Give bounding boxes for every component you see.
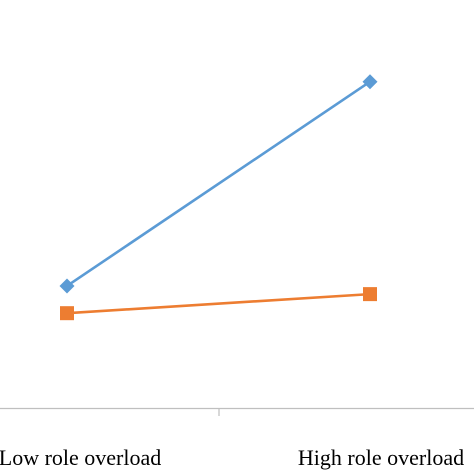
series-2-point-2: [363, 287, 377, 302]
series-1-point-2: [362, 74, 378, 90]
series-line-1: [66, 80, 371, 288]
tick-label-layer: Low role overload High role overload: [0, 445, 464, 470]
series-2-point-1: [60, 306, 74, 321]
series-line-2: [66, 292, 371, 315]
series-layer: [59, 74, 378, 321]
x-tick-label-2: High role overload: [298, 445, 464, 470]
series-1-point-1: [59, 278, 75, 294]
x-tick-label-1: Low role overload: [0, 445, 161, 470]
